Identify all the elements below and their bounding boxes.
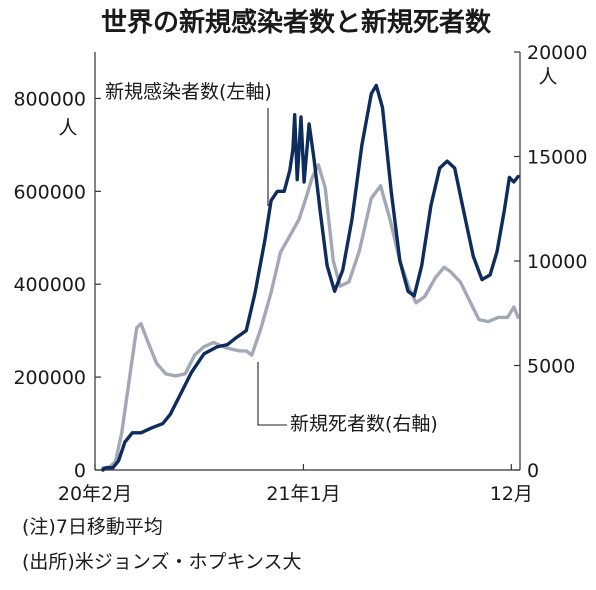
x-tick-label: 12月	[490, 483, 533, 505]
deaths-annotation-label: 新規死者数(右軸)	[290, 413, 438, 435]
right-ticks: 0 5000 10000 15000 20000	[514, 42, 587, 482]
left-tick-label: 800000	[13, 88, 86, 110]
left-tick-label: 600000	[13, 181, 86, 203]
left-tick-label: 400000	[13, 274, 86, 296]
deaths-line	[101, 163, 520, 472]
left-tick-label: 200000	[13, 367, 86, 389]
right-tick-label: 0	[527, 460, 539, 482]
deaths-annotation-leader	[257, 362, 287, 426]
left-axis-unit: 人	[58, 117, 77, 139]
axes	[94, 52, 521, 471]
chart-title: 世界の新規感染者数と新規死者数	[101, 7, 492, 38]
right-tick-label: 20000	[527, 42, 587, 64]
right-axis-unit: 人	[538, 66, 557, 88]
infections-annotation-label: 新規感染者数(左軸)	[105, 81, 272, 103]
annotations: 新規感染者数(左軸) 新規死者数(右軸)	[105, 81, 438, 435]
left-ticks: 0 200000 400000 600000 800000	[13, 88, 101, 482]
note-text: (注)7日移動平均	[22, 516, 163, 538]
right-tick-label: 5000	[527, 356, 575, 378]
source-text: (出所)米ジョンズ・ホプキンス大	[22, 551, 302, 573]
right-tick-label: 15000	[527, 147, 587, 169]
x-ticks: 20年2月 21年1月 12月	[58, 464, 533, 505]
series-layer	[101, 83, 520, 472]
left-tick-label: 0	[74, 460, 86, 482]
infections-line	[101, 83, 520, 472]
x-tick-label: 20年2月	[58, 483, 132, 505]
x-tick-label: 21年1月	[266, 483, 340, 505]
right-tick-label: 10000	[527, 251, 587, 273]
